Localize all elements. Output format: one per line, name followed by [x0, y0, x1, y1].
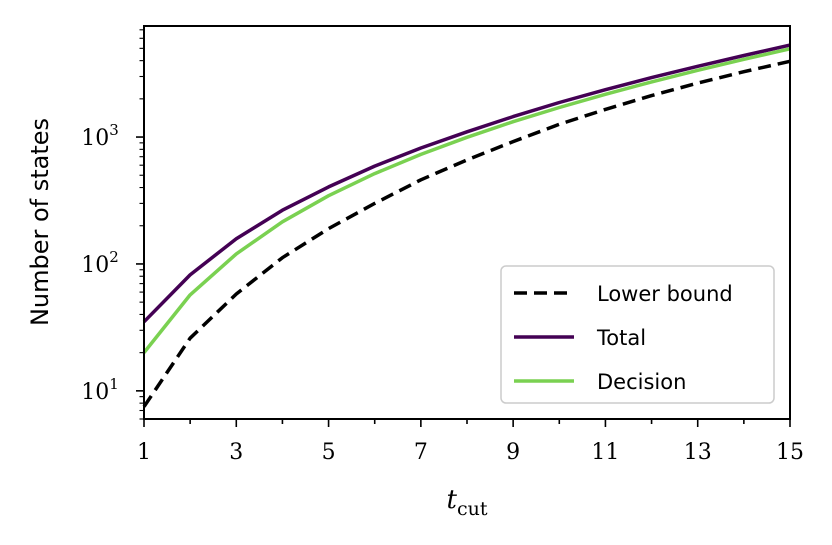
series-layer	[142, 43, 791, 408]
y-tick-label: 102	[81, 248, 119, 278]
x-tick-label: 11	[591, 440, 619, 465]
series-line-0	[142, 59, 791, 408]
x-axis-label-sub: cut	[457, 498, 488, 520]
y-axis-label: Number of states	[26, 118, 54, 326]
x-axis-label-main: t	[447, 485, 458, 515]
x-tick-label: 13	[684, 440, 712, 465]
x-tick-label: 7	[414, 440, 428, 465]
x-axis: 1 3 5 7 9 11 13 15	[137, 419, 804, 465]
x-tick-label: 15	[776, 440, 804, 465]
x-tick-label: 5	[322, 440, 336, 465]
y-tick-label: 101	[81, 375, 119, 405]
x-axis-label: tcut	[447, 485, 488, 520]
x-tick-label: 9	[506, 440, 520, 465]
x-tick-label: 3	[229, 440, 243, 465]
series-line-1	[142, 43, 791, 324]
y-tick-label: 103	[81, 121, 119, 151]
legend-label-0: Lower bound	[597, 282, 733, 306]
x-tick-label: 1	[137, 440, 151, 465]
legend-label-1: Total	[596, 326, 646, 350]
y-axis: 101 102 103	[81, 121, 144, 405]
legend-box	[500, 265, 775, 404]
legend-label-2: Decision	[597, 370, 686, 394]
series-line-2	[142, 47, 791, 354]
legend: Lower bound Total Decision	[500, 265, 775, 404]
